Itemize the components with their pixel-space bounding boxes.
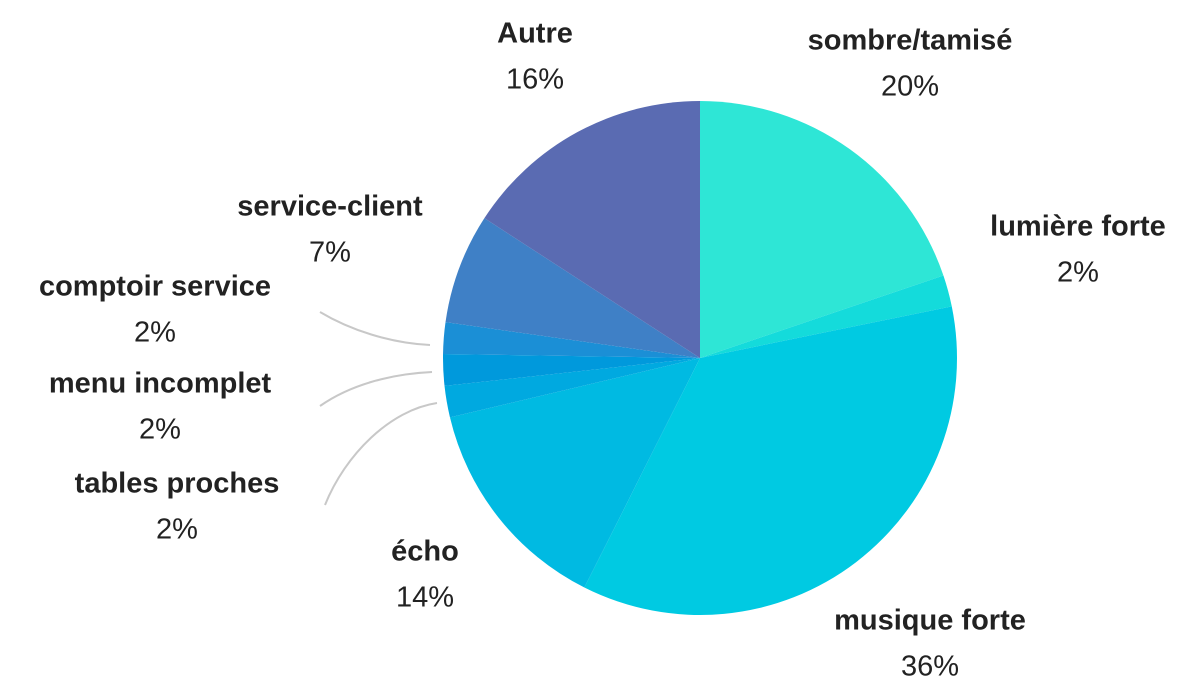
leader-line [319, 371, 433, 407]
value-label: 2% [1057, 257, 1099, 289]
pie-slice [484, 101, 700, 358]
value-label: 36% [901, 651, 959, 680]
slice-label: service-client [237, 191, 423, 223]
slice-label: musique forte [834, 605, 1026, 637]
slice-label: comptoir service [39, 271, 271, 303]
slice-label: tables proches [75, 468, 280, 500]
pie-slice [445, 218, 700, 358]
pie-slice [449, 358, 700, 588]
value-label: 7% [309, 237, 351, 269]
slice-label: sombre/tamisé [808, 25, 1013, 57]
value-label: 2% [139, 414, 181, 446]
slice-label: lumière forte [990, 211, 1166, 243]
leader-line [319, 311, 431, 346]
pie-slice [443, 354, 700, 386]
pie-slice [443, 322, 700, 358]
pie-slice [444, 358, 700, 418]
slice-label: menu incomplet [49, 368, 272, 400]
value-label: 2% [156, 514, 198, 546]
pie-slice [700, 275, 952, 358]
value-label: 2% [134, 317, 176, 349]
pie-slice [584, 306, 958, 616]
value-label: 16% [506, 64, 564, 96]
slice-label: Autre [497, 18, 573, 50]
pie-slice [700, 101, 944, 358]
value-label: 14% [396, 582, 454, 614]
value-label: 20% [881, 71, 939, 103]
leader-line [324, 402, 438, 506]
slice-label: écho [391, 536, 459, 568]
